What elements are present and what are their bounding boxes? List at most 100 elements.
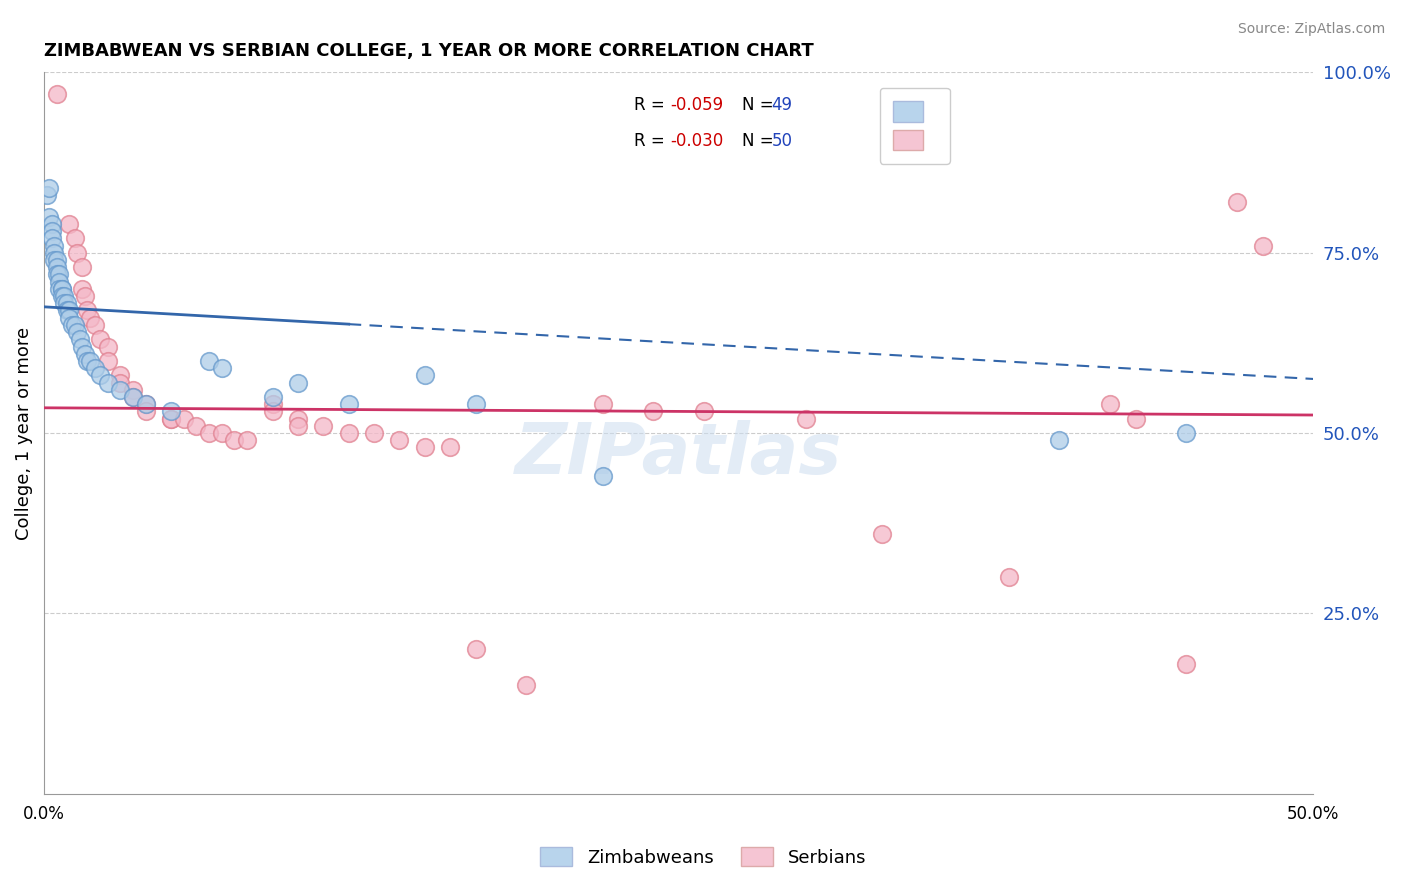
Point xyxy=(388,434,411,448)
Point xyxy=(224,434,246,448)
Point xyxy=(160,411,183,425)
Point xyxy=(70,282,93,296)
Text: Source: ZipAtlas.com: Source: ZipAtlas.com xyxy=(1237,22,1385,37)
Point xyxy=(287,418,309,433)
Y-axis label: College, 1 year or more: College, 1 year or more xyxy=(15,326,32,540)
Point xyxy=(1049,434,1071,448)
Point xyxy=(870,527,893,541)
Legend: Zimbabweans, Serbians: Zimbabweans, Serbians xyxy=(533,840,873,874)
Point xyxy=(135,397,157,411)
Text: ZIPatlas: ZIPatlas xyxy=(515,420,842,489)
Point xyxy=(89,332,111,346)
Point xyxy=(44,245,66,260)
Point xyxy=(51,282,73,296)
Point xyxy=(110,376,132,390)
Point xyxy=(44,238,66,252)
Point xyxy=(53,289,76,303)
Point xyxy=(592,469,614,483)
Point xyxy=(58,303,80,318)
Point xyxy=(97,376,120,390)
Point xyxy=(592,397,614,411)
Point xyxy=(160,411,183,425)
Point xyxy=(1175,425,1198,440)
Point xyxy=(35,188,58,202)
Point xyxy=(413,441,436,455)
Point xyxy=(287,376,309,390)
Point xyxy=(173,411,195,425)
Point xyxy=(97,339,120,353)
Point xyxy=(693,404,716,418)
Point xyxy=(73,347,96,361)
Point xyxy=(51,282,73,296)
Point xyxy=(198,354,221,368)
Point xyxy=(66,245,89,260)
Point xyxy=(464,397,486,411)
Text: -0.030: -0.030 xyxy=(669,132,723,150)
Point xyxy=(160,404,183,418)
Point xyxy=(45,87,67,101)
Point xyxy=(110,368,132,383)
Point xyxy=(56,303,79,318)
Point xyxy=(45,260,67,275)
Point xyxy=(1175,657,1198,671)
Point xyxy=(76,303,98,318)
Point xyxy=(83,318,105,332)
Point xyxy=(1125,411,1147,425)
Point xyxy=(89,368,111,383)
Point xyxy=(48,275,70,289)
Point xyxy=(439,441,461,455)
Text: ZIMBABWEAN VS SERBIAN COLLEGE, 1 YEAR OR MORE CORRELATION CHART: ZIMBABWEAN VS SERBIAN COLLEGE, 1 YEAR OR… xyxy=(44,42,814,60)
Point xyxy=(58,310,80,325)
Point xyxy=(51,289,73,303)
Point xyxy=(41,217,63,231)
Point xyxy=(122,390,145,404)
Point xyxy=(56,296,79,310)
Point xyxy=(45,252,67,267)
Point xyxy=(38,181,60,195)
Point xyxy=(48,268,70,282)
Point xyxy=(794,411,817,425)
Text: R =: R = xyxy=(634,132,671,150)
Point xyxy=(135,404,157,418)
Point xyxy=(70,260,93,275)
Point xyxy=(262,397,284,411)
Point xyxy=(287,411,309,425)
Point xyxy=(198,425,221,440)
Point xyxy=(48,282,70,296)
Point xyxy=(1099,397,1122,411)
Text: -0.059: -0.059 xyxy=(669,95,723,114)
Point xyxy=(236,434,259,448)
Point xyxy=(363,425,385,440)
Point xyxy=(79,354,101,368)
Point xyxy=(60,318,83,332)
Point xyxy=(110,383,132,397)
Point xyxy=(643,404,665,418)
Point xyxy=(1251,238,1274,252)
Point xyxy=(337,425,360,440)
Point xyxy=(135,397,157,411)
Point xyxy=(997,570,1019,584)
Text: N =: N = xyxy=(742,95,779,114)
Text: 50: 50 xyxy=(772,132,793,150)
Text: R =: R = xyxy=(634,95,671,114)
Point xyxy=(76,354,98,368)
Point xyxy=(83,361,105,376)
Point xyxy=(413,368,436,383)
Point xyxy=(262,404,284,418)
Point xyxy=(464,642,486,657)
Point xyxy=(63,318,86,332)
Point xyxy=(337,397,360,411)
Text: N =: N = xyxy=(742,132,779,150)
Point xyxy=(44,252,66,267)
Point xyxy=(262,390,284,404)
Point xyxy=(211,361,233,376)
Point xyxy=(97,354,120,368)
Point xyxy=(69,332,91,346)
Point xyxy=(73,289,96,303)
Point xyxy=(41,224,63,238)
Point xyxy=(122,383,145,397)
Point xyxy=(79,310,101,325)
Point xyxy=(66,325,89,339)
Legend: , : , xyxy=(880,88,949,163)
Point xyxy=(211,425,233,440)
